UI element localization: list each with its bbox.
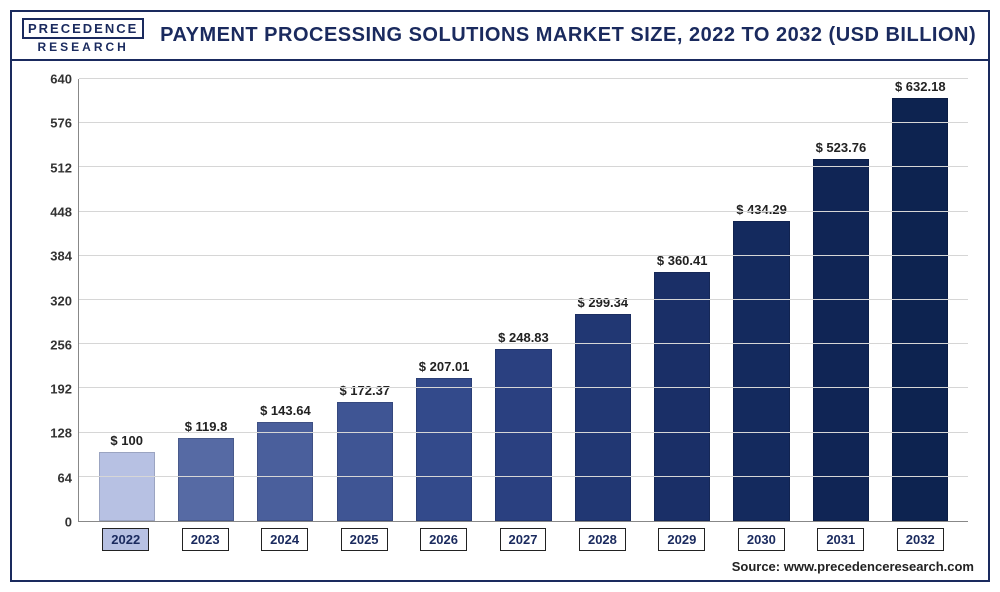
bar-column: $ 172.37 xyxy=(326,79,404,521)
x-tick-label: 2022 xyxy=(102,528,149,551)
bar xyxy=(337,402,393,521)
y-tick-label: 64 xyxy=(58,470,72,485)
x-tick-label: 2025 xyxy=(341,528,388,551)
header: PRECEDENCE RESEARCH PAYMENT PROCESSING S… xyxy=(12,12,988,61)
bar-column: $ 207.01 xyxy=(405,79,483,521)
y-tick-label: 640 xyxy=(50,72,72,87)
bar-value-label: $ 523.76 xyxy=(816,140,867,155)
bar xyxy=(654,272,710,521)
x-tick-cell: 2031 xyxy=(802,522,880,551)
grid-line xyxy=(79,299,968,300)
y-tick-label: 512 xyxy=(50,160,72,175)
grid-line xyxy=(79,166,968,167)
bar xyxy=(813,159,869,521)
bar-value-label: $ 207.01 xyxy=(419,359,470,374)
bar-column: $ 523.76 xyxy=(802,79,880,521)
x-tick-label: 2029 xyxy=(658,528,705,551)
logo-bottom-text: RESEARCH xyxy=(37,41,128,53)
y-tick-label: 0 xyxy=(65,515,72,530)
x-tick-cell: 2025 xyxy=(325,522,403,551)
bar-column: $ 248.83 xyxy=(484,79,562,521)
x-tick-label: 2032 xyxy=(897,528,944,551)
bar-value-label: $ 632.18 xyxy=(895,79,946,94)
plot-row: 064128192256320384448512576640 $ 100$ 11… xyxy=(32,79,968,522)
x-tick-label: 2024 xyxy=(261,528,308,551)
bar xyxy=(178,438,234,521)
chart-area: 0 64 128 192 256 320 384 448 512 576 640 $ 100 $ 11… xyxy=(12,61,988,555)
bar xyxy=(495,349,551,521)
y-tick-label: 448 xyxy=(50,204,72,219)
bar-column: $ 299.34 xyxy=(564,79,642,521)
chart-card: PRECEDENCE RESEARCH PAYMENT PROCESSING S… xyxy=(10,10,990,582)
x-tick-cell: 2030 xyxy=(722,522,800,551)
plot: $ 100 $ 119.8 $ 143.64 $ 172.37 $ 207.01 $ 24… xyxy=(78,79,968,522)
bar-value-label: $ 434.29 xyxy=(736,202,787,217)
bar xyxy=(99,452,155,521)
y-axis: 064128192256320384448512576640 xyxy=(32,79,78,522)
logo-top-text: PRECEDENCE xyxy=(22,18,144,39)
bar-value-label: $ 299.34 xyxy=(578,295,629,310)
bar-column: $ 360.41 xyxy=(643,79,721,521)
grid-line xyxy=(79,432,968,433)
y-tick-label: 320 xyxy=(50,293,72,308)
y-tick-label: 576 xyxy=(50,116,72,131)
chart-title: PAYMENT PROCESSING SOLUTIONS MARKET SIZE… xyxy=(158,24,978,47)
bar-column: $ 434.29 xyxy=(723,79,801,521)
y-tick-label: 128 xyxy=(50,426,72,441)
x-tick-label: 2023 xyxy=(182,528,229,551)
x-tick-label: 2028 xyxy=(579,528,626,551)
x-axis: 2022 2023 2024 2025 2026 2027 2028 2029 2030 2031… xyxy=(78,522,968,551)
bar-column: $ 632.18 xyxy=(881,79,959,521)
x-tick-cell: 2023 xyxy=(166,522,244,551)
bar-column: $ 119.8 xyxy=(167,79,245,521)
bar-column: $ 100 xyxy=(88,79,166,521)
x-tick-label: 2026 xyxy=(420,528,467,551)
x-tick-cell: 2032 xyxy=(881,522,959,551)
x-tick-cell: 2022 xyxy=(87,522,165,551)
grid-line xyxy=(79,78,968,79)
grid-line xyxy=(79,122,968,123)
source-text: Source: www.precedenceresearch.com xyxy=(12,555,988,580)
x-tick-label: 2031 xyxy=(817,528,864,551)
y-tick-label: 384 xyxy=(50,249,72,264)
grid-line xyxy=(79,343,968,344)
bar xyxy=(257,422,313,521)
x-tick-cell: 2029 xyxy=(643,522,721,551)
grid-line xyxy=(79,211,968,212)
x-tick-cell: 2027 xyxy=(484,522,562,551)
bar-value-label: $ 172.37 xyxy=(339,383,390,398)
grid-line xyxy=(79,255,968,256)
bar xyxy=(416,378,472,521)
grid-line xyxy=(79,476,968,477)
x-tick-label: 2030 xyxy=(738,528,785,551)
bar xyxy=(575,314,631,521)
bar-value-label: $ 143.64 xyxy=(260,403,311,418)
x-tick-cell: 2026 xyxy=(405,522,483,551)
bar-column: $ 143.64 xyxy=(246,79,324,521)
brand-logo: PRECEDENCE RESEARCH xyxy=(22,18,144,53)
x-tick-cell: 2028 xyxy=(563,522,641,551)
x-tick-label: 2027 xyxy=(500,528,547,551)
bar-value-label: $ 100 xyxy=(110,433,143,448)
x-tick-cell: 2024 xyxy=(246,522,324,551)
bar xyxy=(892,98,948,521)
y-tick-label: 256 xyxy=(50,337,72,352)
y-tick-label: 192 xyxy=(50,382,72,397)
grid-line xyxy=(79,387,968,388)
bars-container: $ 100 $ 119.8 $ 143.64 $ 172.37 $ 207.01 $ 24… xyxy=(79,79,968,521)
